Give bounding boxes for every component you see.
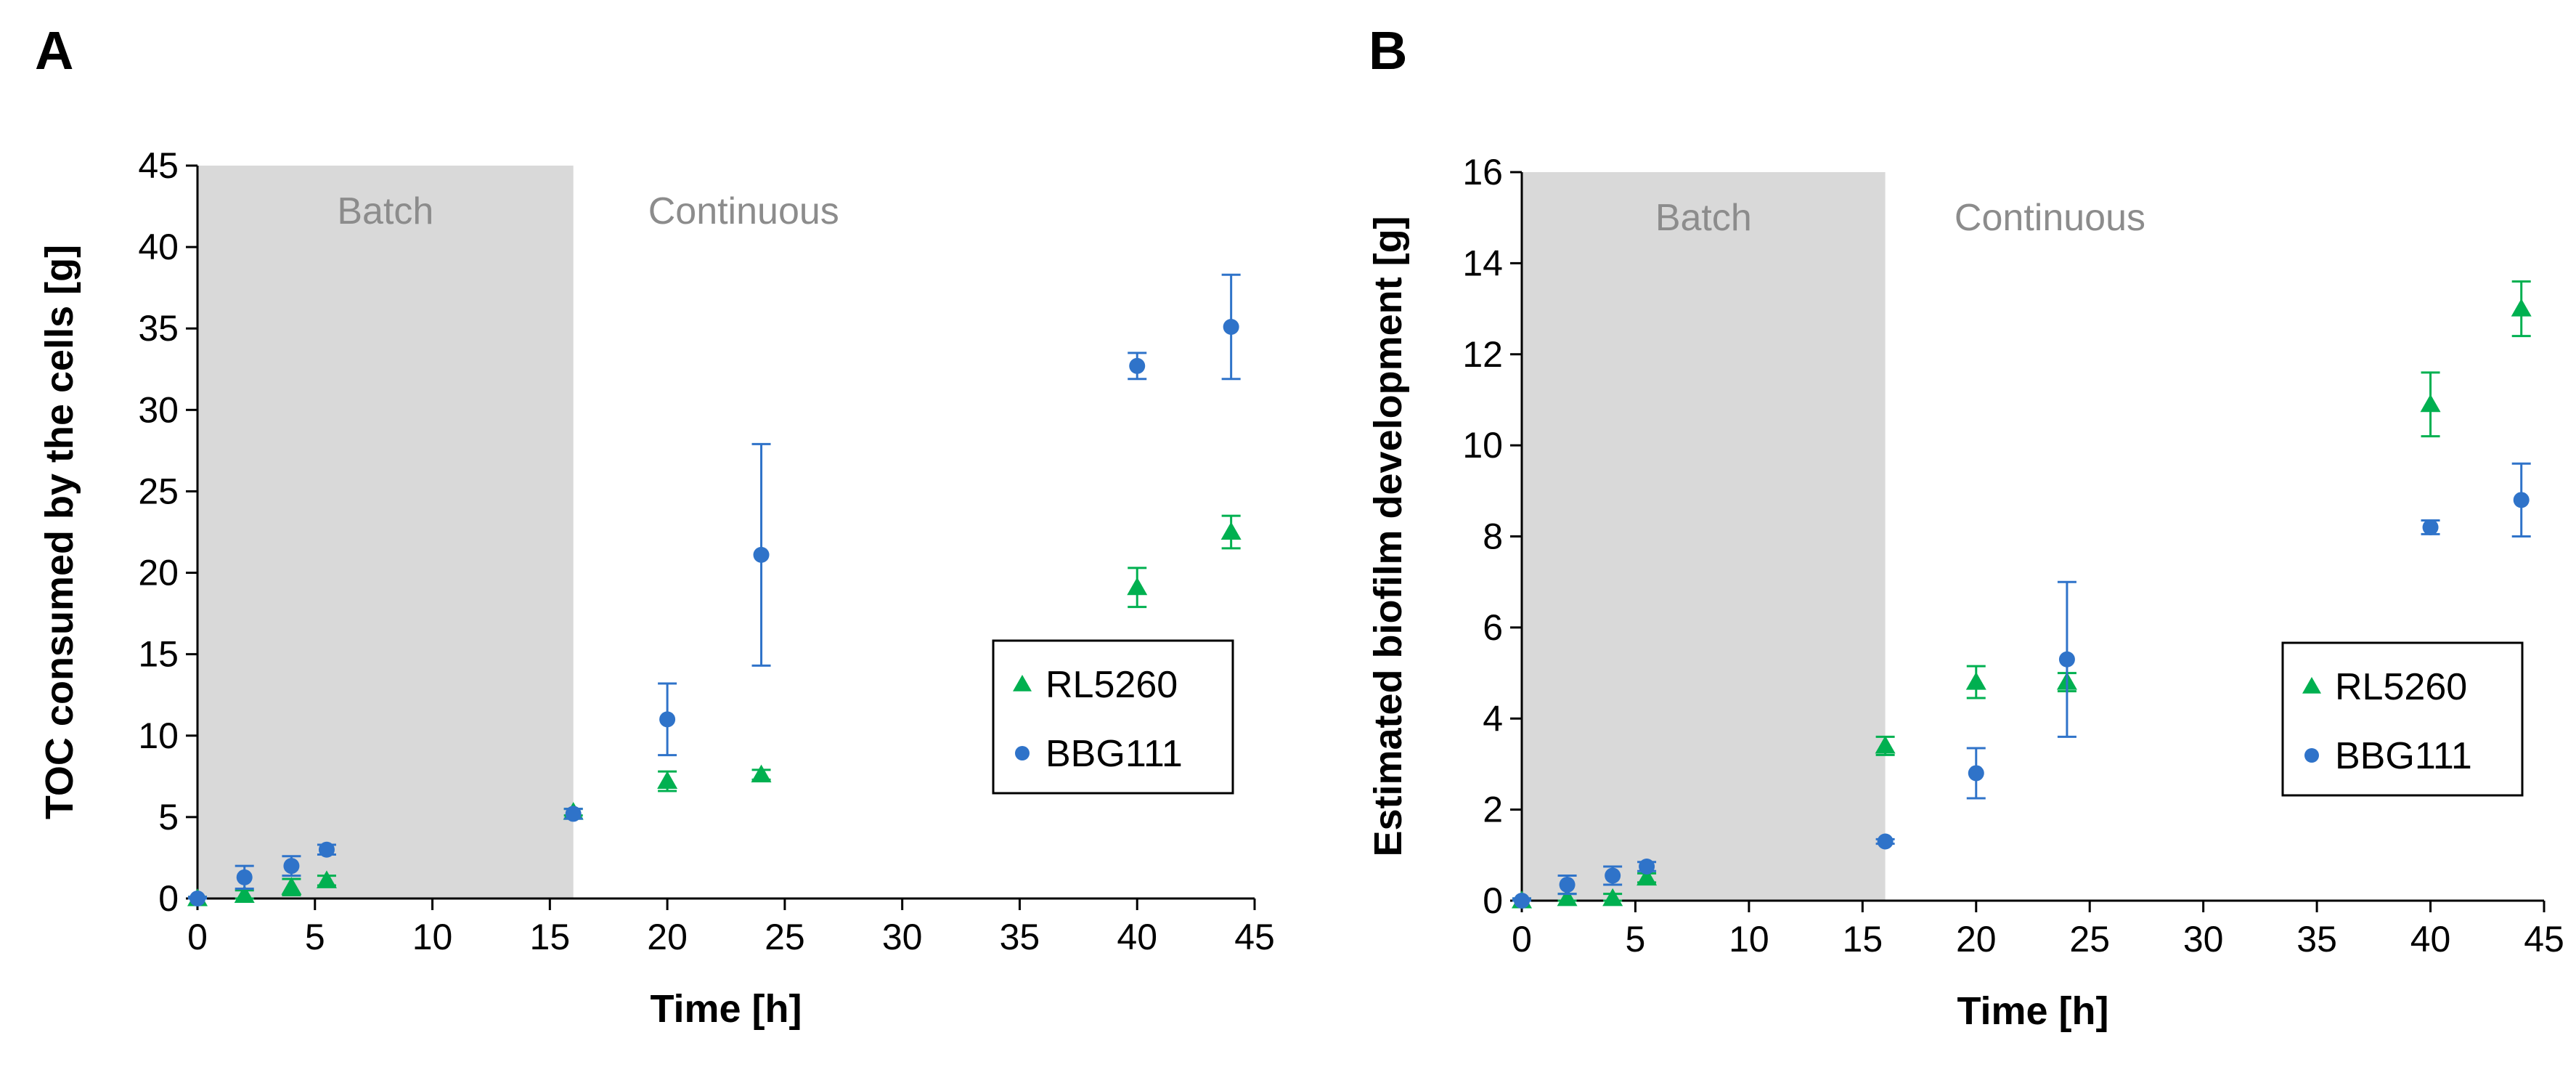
data-point-rl5260 bbox=[751, 764, 772, 783]
y-axis-title: TOC consumed by the cells [g] bbox=[38, 245, 81, 819]
data-point-bbg111 bbox=[236, 869, 253, 885]
y-tick-label: 5 bbox=[158, 797, 179, 837]
region-label-batch: Batch bbox=[1655, 197, 1752, 239]
data-point-rl5260 bbox=[1602, 888, 1623, 906]
y-tick-label: 0 bbox=[158, 878, 179, 919]
data-point-bbg111 bbox=[1605, 867, 1621, 884]
legend-marker-bbg111 bbox=[1015, 746, 1030, 760]
data-point-rl5260 bbox=[1637, 867, 1658, 886]
y-tick-label: 4 bbox=[1483, 698, 1503, 739]
x-axis-title: Time [h] bbox=[1957, 989, 2108, 1033]
y-tick-label: 15 bbox=[138, 634, 179, 675]
legend-label-rl5260: RL5260 bbox=[1046, 664, 1178, 706]
y-tick-label: 45 bbox=[138, 145, 179, 186]
legend: RL5260 BBG111 bbox=[2281, 641, 2524, 797]
legend-marker-rl5260 bbox=[1013, 675, 1032, 691]
data-point-rl5260 bbox=[1127, 577, 1148, 596]
x-tick-label: 10 bbox=[412, 917, 453, 957]
y-tick-label: 12 bbox=[1462, 334, 1503, 375]
data-point-rl5260 bbox=[1557, 888, 1578, 906]
data-point-rl5260 bbox=[2511, 299, 2532, 317]
legend-box bbox=[992, 639, 1234, 795]
data-point-bbg111 bbox=[2422, 519, 2439, 535]
y-tick-label: 14 bbox=[1462, 243, 1503, 283]
region-label-batch: Batch bbox=[337, 190, 433, 232]
data-point-rl5260 bbox=[316, 870, 337, 888]
y-tick-label: 20 bbox=[138, 553, 179, 593]
data-point-bbg111 bbox=[753, 546, 770, 563]
data-point-bbg111 bbox=[2058, 651, 2075, 668]
data-point-rl5260 bbox=[2420, 394, 2441, 413]
x-tick-label: 5 bbox=[1626, 919, 1646, 960]
panel-a-chart: A Batch Continuous 0 5 10 15 20 25 30 35 40 45 0 5 10 15… bbox=[35, 20, 1275, 1031]
legend-label-rl5260: RL5260 bbox=[2335, 666, 2467, 708]
x-tick-label: 25 bbox=[2069, 919, 2110, 960]
x-axis-title: Time [h] bbox=[650, 987, 802, 1031]
y-tick-label: 10 bbox=[1462, 425, 1503, 466]
y-tick-label: 30 bbox=[138, 389, 179, 430]
data-point-rl5260 bbox=[234, 885, 255, 904]
y-tick-label: 40 bbox=[138, 227, 179, 267]
panel-letter: A bbox=[35, 20, 73, 81]
y-tick-label: 10 bbox=[138, 715, 179, 756]
data-point-rl5260 bbox=[1220, 522, 1242, 540]
legend-label-bbg111: BBG111 bbox=[2335, 735, 2472, 777]
data-point-bbg111 bbox=[2513, 492, 2530, 508]
x-tick-label: 25 bbox=[765, 917, 805, 957]
x-tick-label: 30 bbox=[882, 917, 923, 957]
data-point-bbg111 bbox=[283, 858, 300, 875]
x-tick-label: 35 bbox=[2296, 919, 2337, 960]
legend: RL5260 BBG111 bbox=[992, 639, 1234, 795]
data-point-rl5260 bbox=[1965, 672, 1986, 690]
data-point-rl5260 bbox=[1875, 735, 1896, 754]
x-tick-label: 0 bbox=[187, 917, 208, 957]
y-axis-title: Estimated biofilm development [g] bbox=[1366, 216, 1410, 856]
x-tick-label: 40 bbox=[2410, 919, 2451, 960]
data-point-bbg111 bbox=[565, 806, 582, 822]
y-tick-label: 25 bbox=[138, 471, 179, 511]
x-tick-label: 45 bbox=[2524, 919, 2564, 960]
y-tick-label: 6 bbox=[1483, 607, 1503, 648]
data-point-bbg111 bbox=[1559, 877, 1576, 893]
legend-marker-rl5260 bbox=[2302, 677, 2321, 694]
region-batch-shading bbox=[197, 166, 574, 898]
y-tick-label: 16 bbox=[1462, 152, 1503, 192]
x-tick-label: 0 bbox=[1512, 919, 1532, 960]
region-label-continuous: Continuous bbox=[648, 190, 839, 232]
legend-box bbox=[2281, 641, 2524, 797]
x-tick-label: 30 bbox=[2183, 919, 2224, 960]
data-point-rl5260 bbox=[657, 771, 678, 790]
data-point-bbg111 bbox=[1129, 357, 1146, 374]
x-tick-label: 5 bbox=[305, 917, 325, 957]
data-point-rl5260 bbox=[281, 877, 302, 895]
data-point-bbg111 bbox=[318, 841, 335, 858]
y-tick-label: 8 bbox=[1483, 516, 1503, 557]
data-point-bbg111 bbox=[1968, 765, 1984, 782]
x-tick-label: 35 bbox=[1000, 917, 1040, 957]
x-tick-label: 10 bbox=[1729, 919, 1769, 960]
data-point-bbg111 bbox=[1514, 893, 1530, 909]
legend-label-bbg111: BBG111 bbox=[1046, 733, 1183, 775]
legend-marker-bbg111 bbox=[2304, 748, 2319, 763]
x-tick-label: 20 bbox=[1956, 919, 1997, 960]
data-point-bbg111 bbox=[1877, 833, 1894, 850]
panel-b-chart: B Batch Continuous 0 2 4 6 8 10 12 14 16 0 5 10 15 20 25 3… bbox=[1366, 20, 2564, 1033]
x-tick-label: 40 bbox=[1117, 917, 1157, 957]
data-point-bbg111 bbox=[1639, 858, 1655, 875]
data-point-bbg111 bbox=[189, 891, 205, 906]
panel-letter: B bbox=[1369, 20, 1407, 81]
x-tick-label: 45 bbox=[1234, 917, 1275, 957]
x-tick-label: 15 bbox=[1843, 919, 1883, 960]
y-tick-label: 0 bbox=[1483, 880, 1503, 921]
y-tick-label: 2 bbox=[1483, 790, 1503, 830]
region-label-continuous: Continuous bbox=[1955, 197, 2145, 239]
x-tick-label: 20 bbox=[647, 917, 688, 957]
x-tick-label: 15 bbox=[530, 917, 571, 957]
data-point-bbg111 bbox=[1223, 318, 1239, 335]
y-tick-label: 35 bbox=[138, 308, 179, 349]
region-batch-shading bbox=[1522, 172, 1886, 901]
data-point-bbg111 bbox=[659, 711, 676, 728]
